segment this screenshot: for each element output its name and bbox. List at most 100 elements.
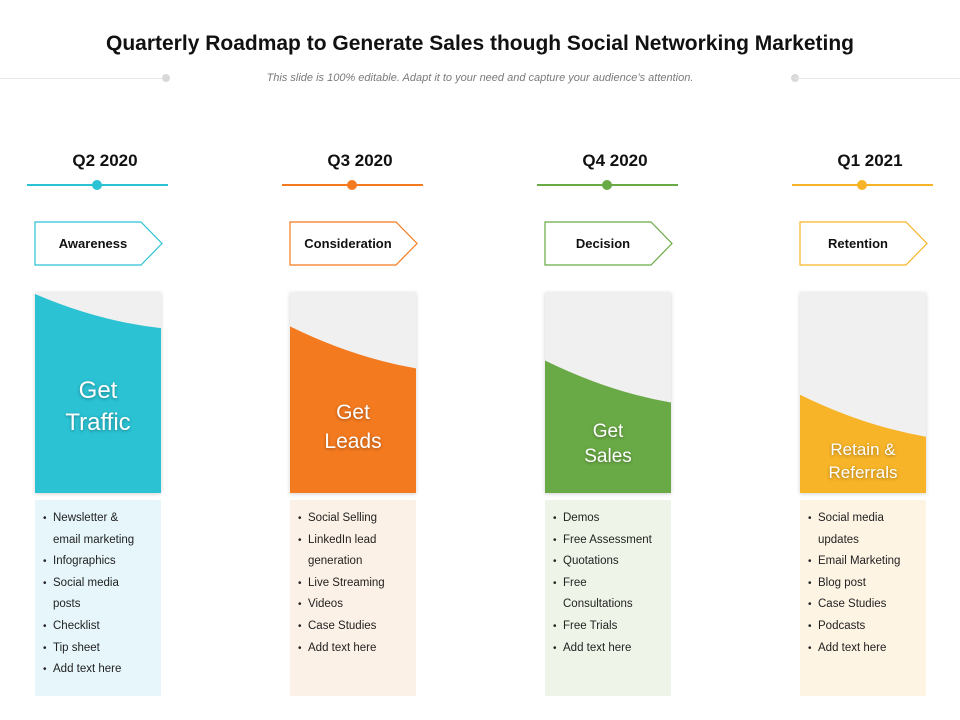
stage-label: Decision	[575, 236, 631, 251]
bullet-icon: •	[43, 664, 47, 676]
tactic-text: updates	[818, 533, 859, 546]
bullet-icon: •	[298, 620, 302, 632]
roadmap-column: Q3 2020 Consideration Get Leads • Social Sell…	[282, 0, 430, 720]
tactic-text: Blog post	[818, 576, 866, 589]
quarter-label: Q1 2021	[837, 151, 903, 170]
goal-fill	[35, 294, 161, 493]
tactic-text: Free	[563, 576, 587, 589]
bullet-icon: •	[553, 642, 557, 654]
bullet-icon: •	[808, 577, 812, 589]
tactic-text: Videos	[308, 598, 343, 611]
bullet-icon: •	[298, 534, 302, 546]
tactic-item: • Live Streaming	[298, 573, 416, 595]
tactic-text: Demos	[563, 512, 600, 524]
stage-arrow-shape	[34, 221, 163, 266]
bullet-icon: •	[298, 599, 302, 611]
timeline-dot	[347, 180, 357, 190]
bullet-icon: •	[298, 642, 302, 654]
tactic-item: • Newsletter &	[43, 508, 161, 530]
goal-title-line1: Retain &	[830, 439, 896, 459]
tactic-item: • Email Marketing	[808, 551, 926, 573]
bullet-icon: •	[298, 513, 302, 524]
timeline-dot	[92, 180, 102, 190]
tactic-item: • Quotations	[553, 551, 671, 573]
tactic-text: Add text here	[818, 641, 887, 654]
tactic-text: Quotations	[563, 555, 619, 568]
goal-fill-shape	[545, 360, 671, 493]
goal-card: Get Leads	[290, 292, 416, 493]
bullet-icon: •	[808, 556, 812, 568]
tactic-item: • Free Assessment	[553, 530, 671, 552]
tactic-text: Add text here	[563, 641, 632, 654]
tactic-text: posts	[53, 598, 81, 611]
tactic-text: Email Marketing	[818, 555, 901, 568]
bullet-icon: •	[808, 599, 812, 611]
tactic-text: Newsletter &	[53, 512, 119, 524]
tactic-item: • Add text here	[43, 659, 161, 681]
goal-title-line2: Leads	[324, 429, 382, 453]
stage-tag: Awareness	[34, 220, 165, 267]
tactic-item: • Free	[553, 573, 671, 595]
tactic-text: Tip sheet	[53, 641, 100, 654]
quarter-label: Q2 2020	[72, 151, 138, 170]
stage-arrow-outline	[544, 221, 673, 266]
stage-tag: Decision	[544, 220, 675, 267]
stage-arrow-outline	[34, 221, 163, 266]
goal-title-line2: Referrals	[828, 462, 898, 482]
bullet-icon: •	[553, 620, 557, 632]
tactic-text: Add text here	[308, 641, 377, 654]
tactic-item: • Videos	[298, 594, 416, 616]
stage-arrow-shape	[799, 221, 928, 266]
tactic-text: Case Studies	[818, 598, 887, 611]
stage-label: Retention	[828, 236, 888, 251]
bullet-icon: •	[43, 577, 47, 589]
tactic-item: • Blog post	[808, 573, 926, 595]
tactic-item: updates	[818, 530, 926, 552]
tactic-item: • Checklist	[43, 616, 161, 638]
bullet-icon: •	[553, 534, 557, 546]
page-title: Quarterly Roadmap to Generate Sales thou…	[106, 32, 854, 55]
stage-arrow-outline	[289, 221, 418, 266]
bullet-icon: •	[43, 620, 47, 632]
roadmap-column: Q2 2020 Awareness Get Traffic • Newsletter & e…	[27, 0, 175, 720]
tactics-list: • Social media updates • Email Marketing • Blo…	[800, 500, 926, 696]
goal-fill	[800, 394, 926, 493]
tactic-item: • Social Selling	[298, 508, 416, 530]
timeline-dot	[857, 180, 867, 190]
tactic-text: Consultations	[563, 598, 633, 611]
tactic-item: • Infographics	[43, 551, 161, 573]
tactic-text: Free Assessment	[563, 533, 652, 546]
goal-fill-shape	[800, 394, 926, 493]
stage-arrow-shape	[289, 221, 418, 266]
tactic-item: • Demos	[553, 508, 671, 530]
tactic-item: • Add text here	[808, 638, 926, 660]
tactic-item: • Tip sheet	[43, 638, 161, 660]
goal-title-line1: Get	[78, 376, 118, 404]
goal-title-line2: Sales	[584, 445, 632, 467]
goal-card: Get Traffic	[35, 292, 161, 493]
quarter-label: Q4 2020	[582, 151, 648, 170]
tactic-item: • Social media	[43, 573, 161, 595]
tactic-text: email marketing	[53, 533, 135, 546]
tactic-text: Social Selling	[308, 512, 378, 524]
tactic-text: Case Studies	[308, 619, 377, 632]
tactic-item: • Social media	[808, 508, 926, 530]
goal-title: Retain & Referrals	[800, 438, 926, 484]
goal-title: Get Traffic	[35, 375, 161, 439]
goal-card: Retain & Referrals	[800, 292, 926, 493]
goal-fill	[290, 326, 416, 493]
tactic-item: • Case Studies	[298, 616, 416, 638]
tactics-list: • Newsletter & email marketing • Infographic…	[35, 500, 161, 696]
tactic-item: email marketing	[53, 530, 161, 552]
tactic-text: Podcasts	[818, 619, 866, 632]
goal-card: Get Sales	[545, 292, 671, 493]
tactic-text: Social media	[818, 512, 884, 524]
goal-title: Get Sales	[545, 419, 671, 469]
bullet-icon: •	[808, 642, 812, 654]
tactic-item: • LinkedIn lead	[298, 530, 416, 552]
tactics-list: • Social Selling • LinkedIn lead generation •…	[290, 500, 416, 696]
tactic-text: Infographics	[53, 555, 116, 568]
bullet-icon: •	[553, 513, 557, 524]
stage-arrow-outline	[799, 221, 928, 266]
goal-title-line2: Traffic	[65, 408, 131, 436]
